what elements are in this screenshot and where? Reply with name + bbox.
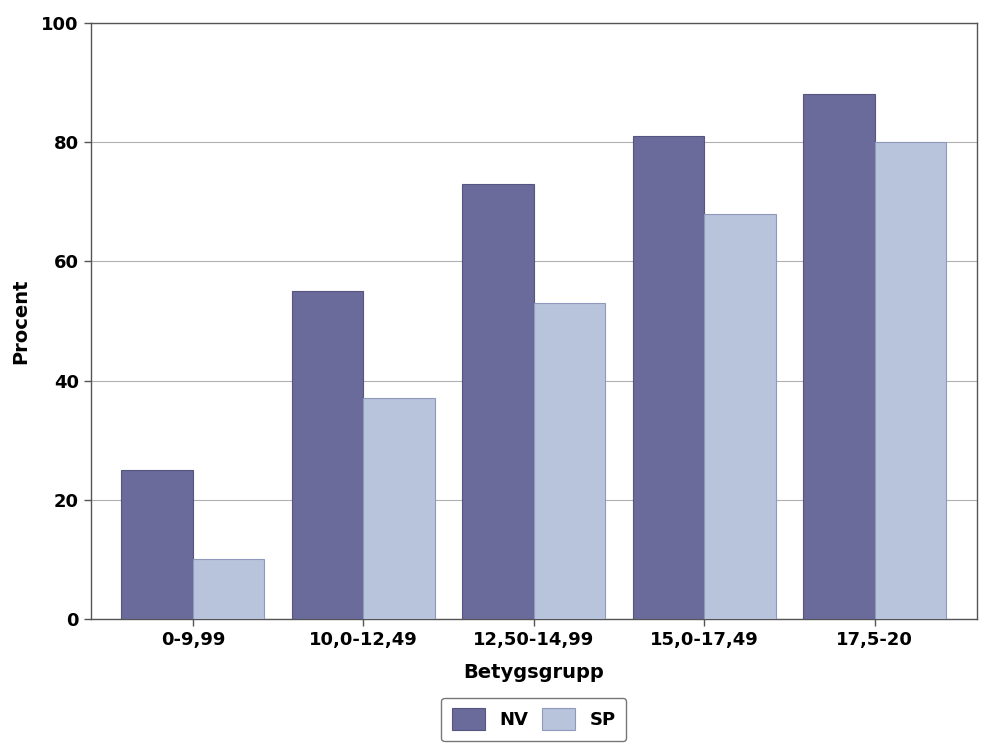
Legend: NV, SP: NV, SP — [441, 698, 626, 741]
Bar — [704, 214, 775, 619]
Bar — [292, 291, 364, 619]
Bar — [193, 559, 265, 619]
Bar — [121, 470, 193, 619]
Bar — [803, 94, 874, 619]
X-axis label: Betygsgrupp: Betygsgrupp — [463, 663, 604, 682]
Bar — [632, 136, 704, 619]
Bar — [874, 142, 947, 619]
Bar — [364, 399, 435, 619]
Y-axis label: Procent: Procent — [11, 278, 30, 364]
Bar — [462, 183, 534, 619]
Bar — [534, 303, 605, 619]
